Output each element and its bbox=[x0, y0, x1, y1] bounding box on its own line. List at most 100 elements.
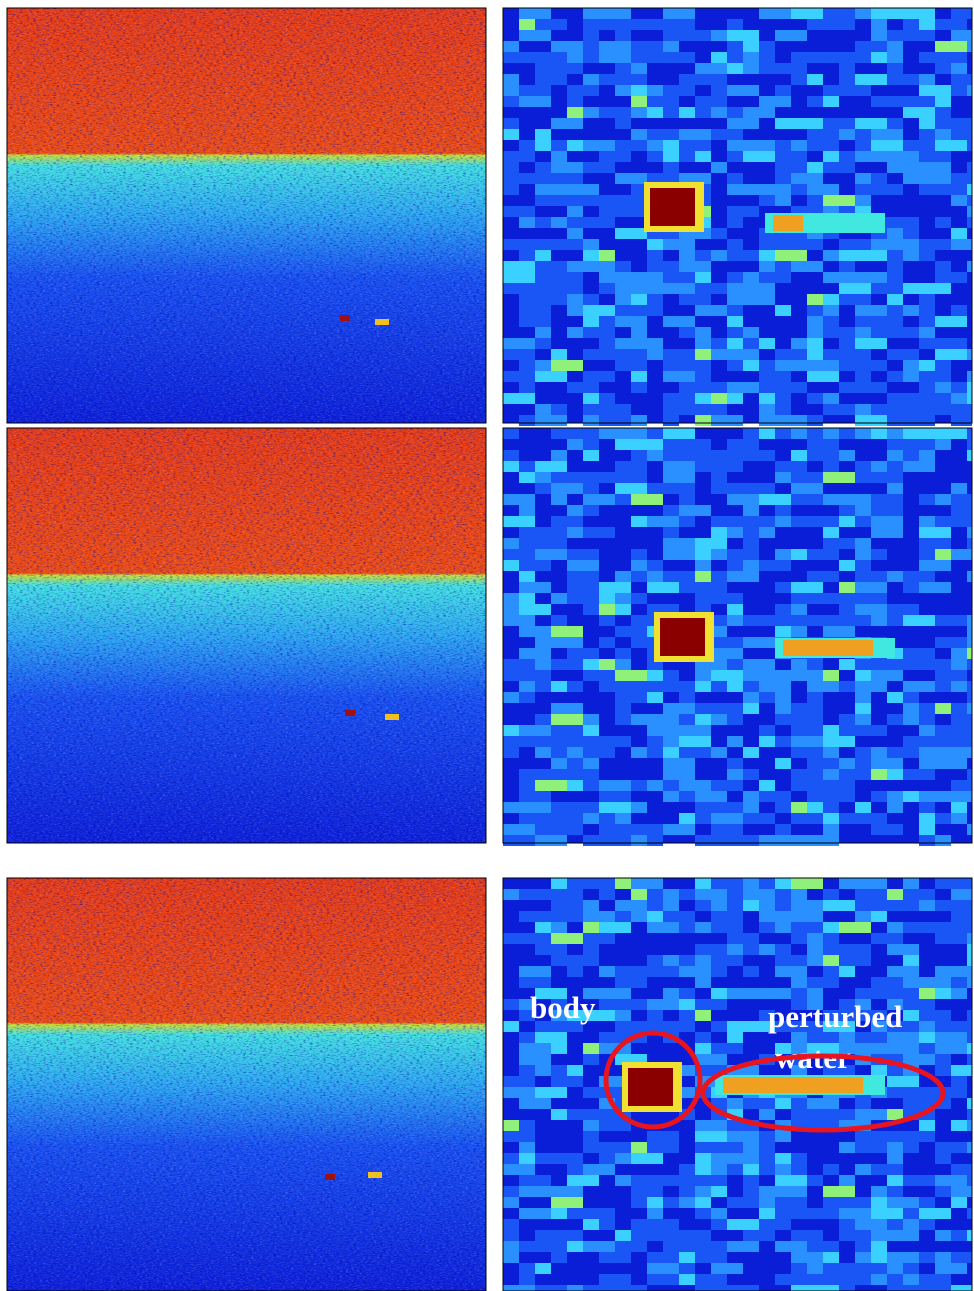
cell bbox=[727, 140, 759, 151]
cell bbox=[519, 791, 551, 802]
cell bbox=[967, 736, 972, 747]
cell bbox=[903, 439, 919, 450]
cell bbox=[791, 988, 807, 999]
cell bbox=[951, 1197, 967, 1208]
cell bbox=[919, 1285, 951, 1291]
cell bbox=[599, 966, 615, 977]
cell bbox=[823, 1010, 855, 1021]
cell bbox=[583, 1054, 599, 1065]
cell bbox=[855, 549, 871, 560]
cell bbox=[951, 648, 972, 659]
cell bbox=[743, 1021, 775, 1032]
cell bbox=[599, 250, 615, 261]
cell bbox=[967, 637, 972, 648]
cell bbox=[823, 1164, 839, 1175]
cell bbox=[551, 999, 567, 1010]
cell bbox=[615, 1010, 631, 1021]
cell bbox=[871, 505, 903, 516]
cell bbox=[567, 1285, 583, 1291]
cell bbox=[695, 1010, 711, 1021]
cell bbox=[791, 900, 823, 911]
cell bbox=[823, 461, 839, 472]
cell bbox=[903, 217, 919, 228]
cell bbox=[599, 1120, 631, 1131]
cell bbox=[551, 483, 567, 494]
cell bbox=[935, 1021, 951, 1032]
cell bbox=[711, 162, 727, 173]
cell bbox=[887, 1219, 903, 1230]
cell bbox=[871, 316, 903, 327]
cell bbox=[503, 428, 519, 439]
cell bbox=[887, 228, 903, 239]
cell bbox=[551, 1076, 583, 1087]
cell bbox=[519, 1285, 535, 1291]
cell bbox=[775, 1153, 791, 1164]
cell bbox=[807, 1285, 839, 1291]
cell bbox=[711, 527, 727, 538]
cell bbox=[711, 966, 727, 977]
hot-spot bbox=[385, 714, 399, 720]
cell bbox=[871, 911, 887, 922]
cell bbox=[519, 382, 535, 393]
cell bbox=[887, 52, 903, 63]
cell bbox=[711, 824, 743, 835]
cell bbox=[951, 74, 972, 85]
cell bbox=[967, 747, 972, 758]
cell bbox=[967, 428, 972, 439]
cell bbox=[743, 272, 759, 283]
cell bbox=[839, 327, 855, 338]
cell bbox=[663, 1175, 679, 1186]
cell bbox=[743, 1164, 759, 1175]
cell bbox=[551, 824, 583, 835]
cell bbox=[519, 371, 535, 382]
cell bbox=[919, 1021, 935, 1032]
cell bbox=[759, 272, 791, 283]
cell bbox=[935, 261, 951, 272]
cell bbox=[503, 1241, 519, 1252]
cell bbox=[903, 615, 919, 626]
cell bbox=[647, 261, 663, 272]
cell bbox=[839, 283, 871, 294]
cell bbox=[791, 162, 807, 173]
cell bbox=[743, 1065, 759, 1076]
cell bbox=[919, 747, 951, 758]
cell bbox=[503, 747, 519, 758]
cell bbox=[647, 747, 663, 758]
cell bbox=[551, 140, 567, 151]
cell bbox=[743, 670, 759, 681]
cell bbox=[951, 1230, 967, 1241]
cell bbox=[647, 1131, 679, 1142]
cell bbox=[791, 140, 807, 151]
cell bbox=[807, 393, 823, 404]
cell bbox=[839, 593, 855, 604]
cell bbox=[887, 1285, 903, 1291]
cell bbox=[871, 571, 887, 582]
zoom-panel bbox=[502, 427, 973, 846]
cell bbox=[599, 988, 631, 999]
cell bbox=[599, 835, 615, 846]
cell bbox=[583, 604, 599, 615]
cell bbox=[823, 1186, 855, 1197]
cell bbox=[759, 1098, 775, 1109]
cell bbox=[583, 1164, 615, 1175]
cell bbox=[919, 338, 951, 349]
cell bbox=[807, 791, 839, 802]
cell bbox=[567, 184, 599, 195]
cell bbox=[631, 19, 647, 30]
cell bbox=[935, 878, 951, 889]
cell bbox=[935, 272, 967, 283]
cell bbox=[855, 415, 887, 426]
cell bbox=[919, 1087, 935, 1098]
cell bbox=[599, 107, 615, 118]
cell bbox=[871, 813, 887, 824]
cell bbox=[951, 8, 972, 19]
cell bbox=[631, 1186, 663, 1197]
cell bbox=[583, 1285, 615, 1291]
cell bbox=[967, 648, 972, 659]
cell bbox=[567, 1175, 599, 1186]
cell bbox=[743, 1230, 775, 1241]
cell bbox=[967, 162, 972, 173]
cell bbox=[711, 349, 727, 360]
cell bbox=[727, 900, 743, 911]
cell bbox=[967, 626, 972, 637]
